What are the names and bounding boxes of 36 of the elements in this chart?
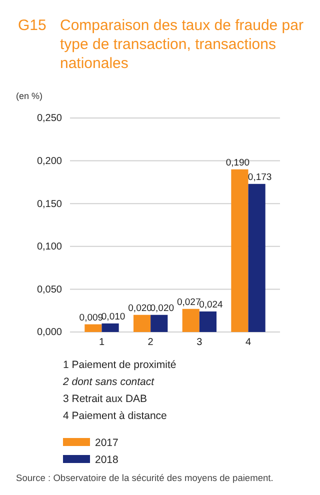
bar [84, 324, 102, 332]
text: G15 [18, 17, 46, 34]
source-note: Source : Observatoire de la sécurité des moyens de paiement. [16, 473, 274, 483]
text: 2 dont sans contact [62, 376, 156, 388]
bar [150, 314, 168, 332]
data-label: 0,020 [150, 302, 174, 314]
bar [199, 311, 217, 332]
bar [133, 314, 151, 332]
legend-label: 2018 [95, 454, 119, 466]
x-tick-label: 2 [148, 337, 154, 348]
bar [248, 184, 266, 332]
data-label: 0,027 [176, 296, 201, 308]
x-tick-label: 3 [196, 337, 203, 348]
x-tick-label: 1 [98, 337, 105, 348]
text: 1 Paiement de proximité [63, 359, 176, 371]
y-tick-label: 0,200 [36, 156, 62, 167]
data-label: 0,020 [128, 302, 152, 314]
y-tick-label: 0,150 [36, 198, 62, 210]
data-label: 0,173 [248, 172, 272, 183]
bar [102, 323, 119, 332]
y-tick-label: 0,050 [36, 284, 62, 296]
bar [182, 308, 200, 332]
y-axis-title: (en %) [16, 91, 43, 101]
data-label: 0,190 [226, 157, 250, 168]
y-tick-label: 0,100 [36, 242, 62, 253]
data-label: 0,009 [79, 312, 104, 324]
text: 3 Retrait aux DAB [63, 393, 148, 405]
data-label: 0,010 [101, 311, 126, 322]
x-tick-label: 4 [245, 337, 252, 348]
legend-label: 2017 [95, 437, 119, 449]
data-label: 0,024 [199, 299, 223, 310]
bar [231, 169, 248, 332]
text: 4 Paiement à distance [63, 410, 168, 422]
y-tick-label: 0,000 [36, 327, 62, 338]
chart-title: Comparaison des taux de fraude par type de transaction, transactions nationales [60, 17, 304, 72]
y-tick-label: 0,250 [36, 113, 62, 124]
